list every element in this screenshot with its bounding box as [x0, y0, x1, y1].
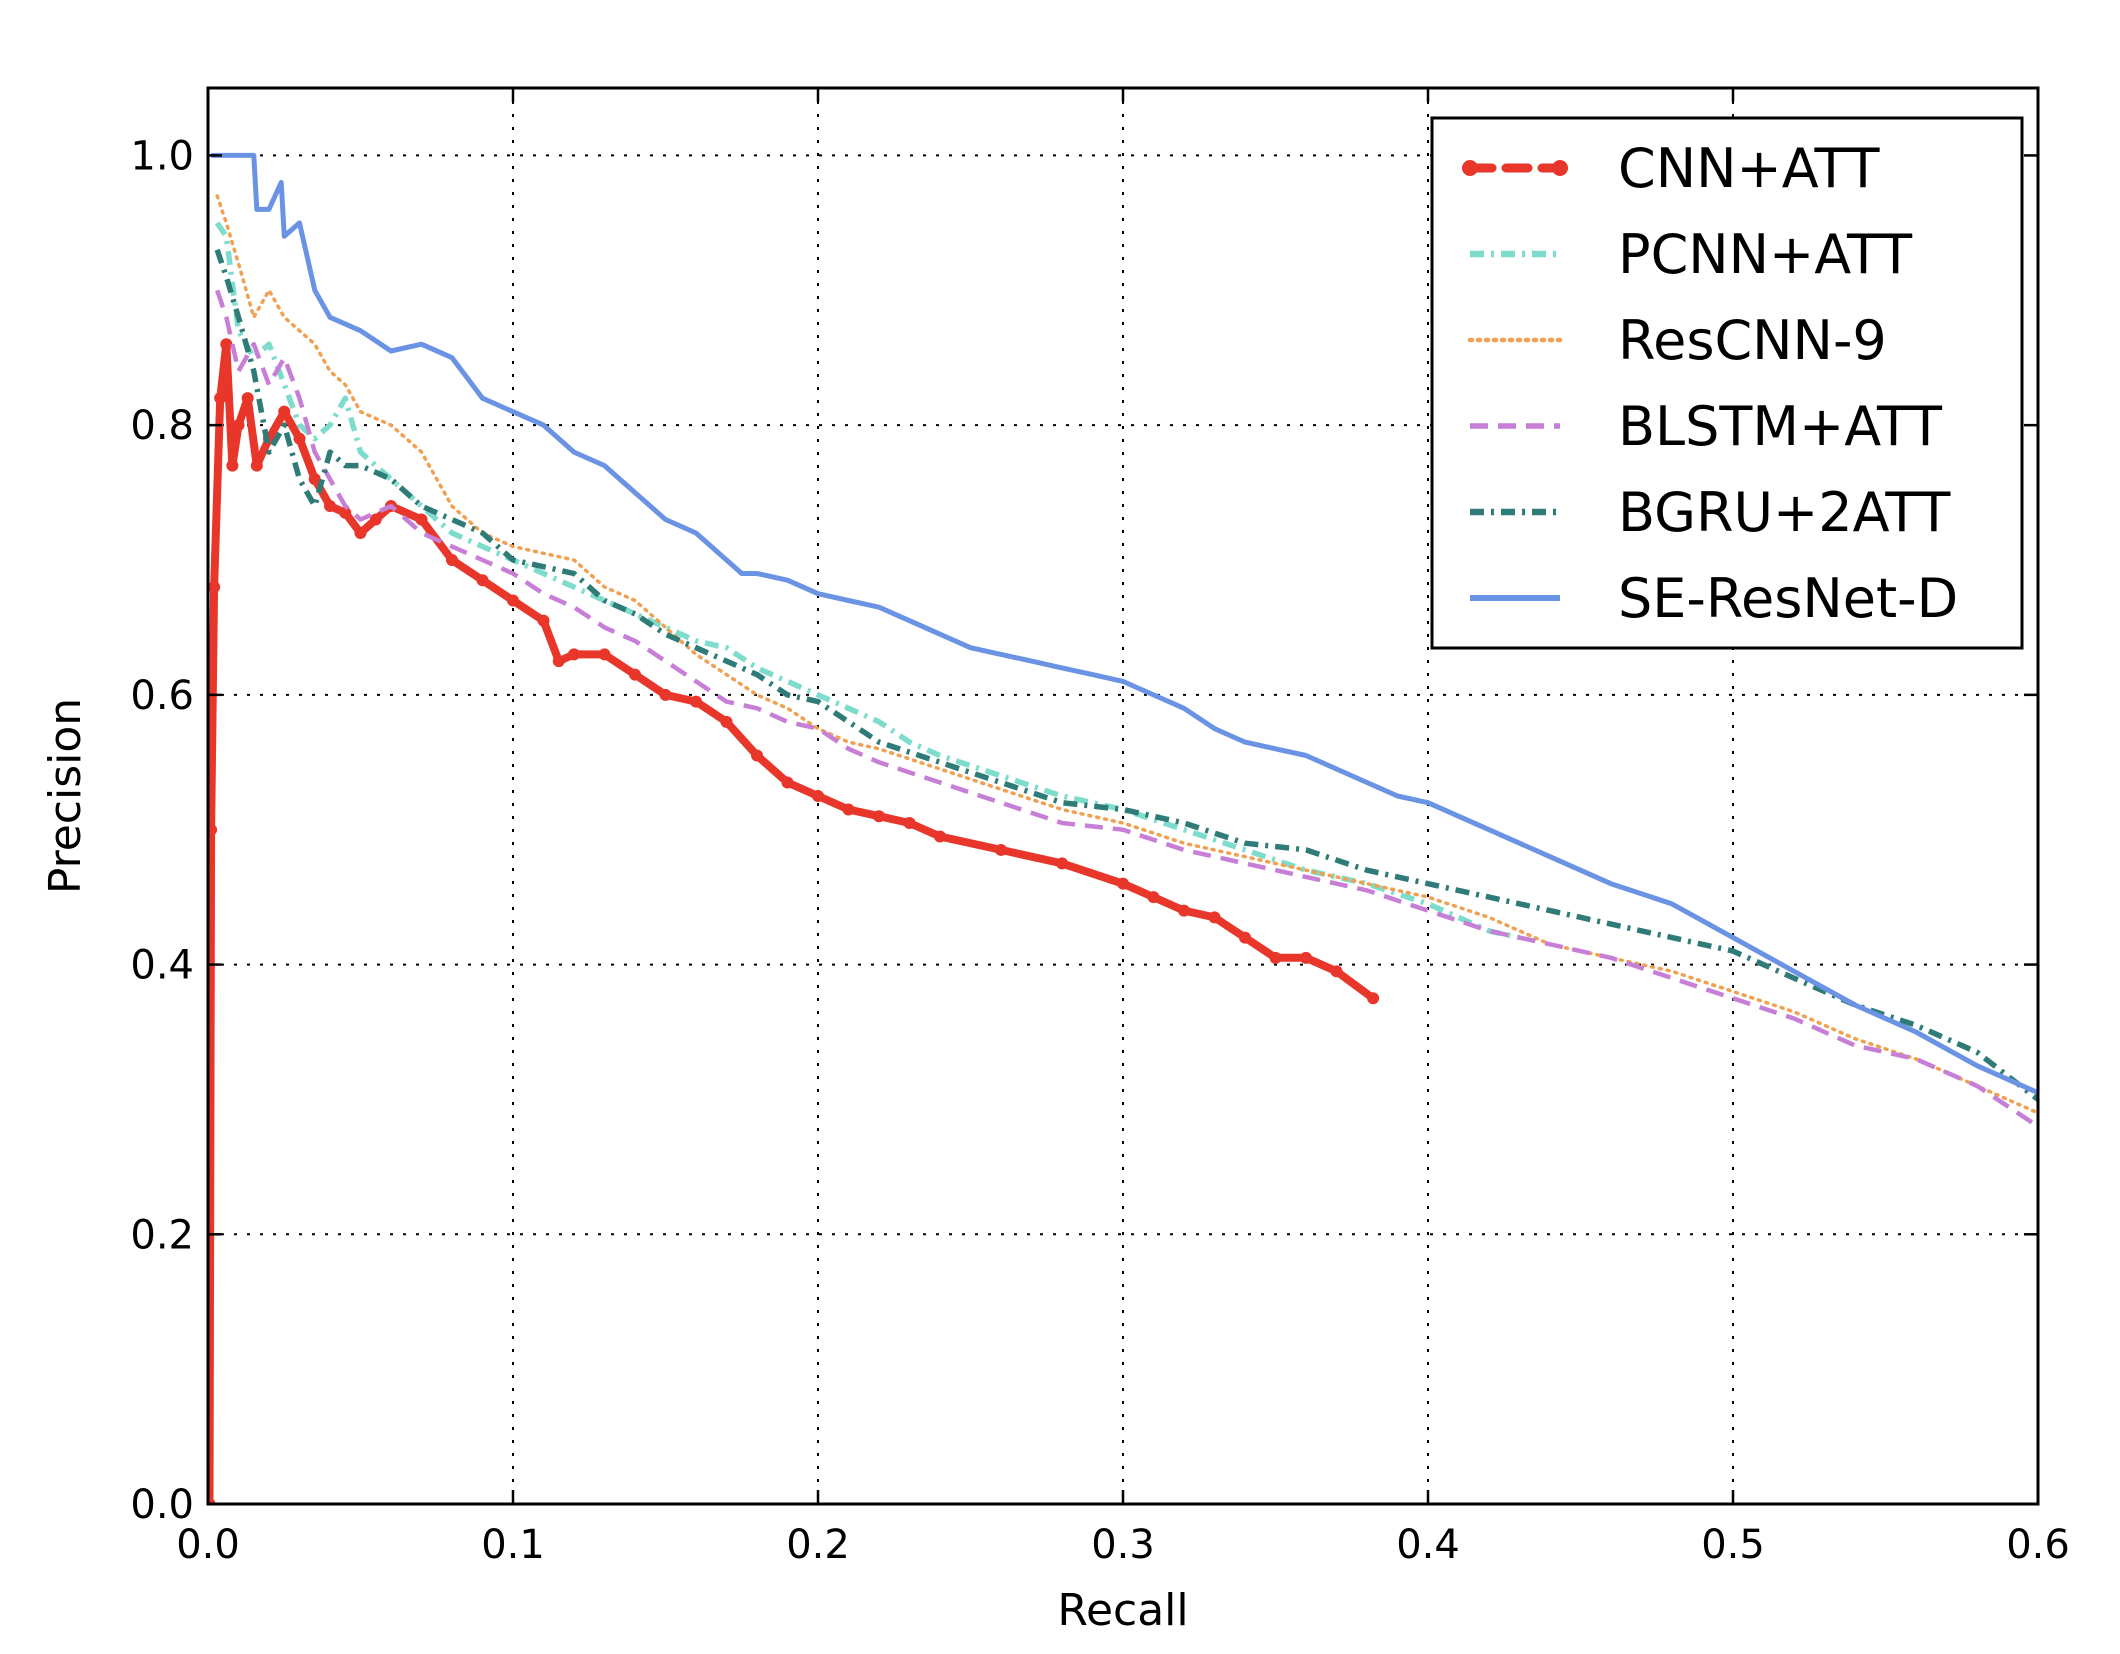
series-point: [1056, 857, 1068, 870]
series-line-se-resnet-d: [211, 152, 2038, 1095]
series-point: [446, 554, 458, 566]
y-tick-label: 0.4: [130, 943, 194, 989]
y-tick-label: 0.8: [130, 403, 194, 449]
series-point: [507, 594, 519, 607]
series-point: [232, 419, 245, 432]
series-point: [537, 614, 550, 627]
series-point: [250, 459, 263, 472]
series-point: [278, 405, 291, 418]
x-tick-label: 0.1: [481, 1522, 545, 1568]
series-point: [339, 506, 352, 519]
series-point: [208, 580, 221, 593]
x-axis-label: Recall: [1057, 1585, 1188, 1636]
legend-marker: [1552, 160, 1568, 176]
series-point: [720, 715, 733, 728]
y-tick-label: 0.2: [130, 1212, 194, 1258]
series-point: [629, 668, 641, 681]
x-tick-label: 0.6: [2006, 1522, 2070, 1568]
series-point: [1208, 911, 1221, 924]
series-point: [934, 830, 946, 843]
series-point: [415, 513, 428, 526]
x-tick-label: 0.4: [1396, 1522, 1460, 1568]
series-point: [1178, 904, 1190, 917]
x-tick-label: 0.2: [786, 1522, 850, 1568]
y-tick-label: 0.6: [130, 673, 194, 719]
series-point: [220, 338, 233, 351]
legend-label: ResCNN-9: [1618, 309, 1887, 372]
series-point: [1367, 992, 1380, 1005]
series-point: [568, 648, 580, 661]
series-point: [1239, 931, 1251, 944]
legend-label: CNN+ATT: [1618, 137, 1881, 200]
series-point: [842, 803, 855, 816]
legend-label: BGRU+2ATT: [1618, 481, 1951, 544]
x-tick-label: 0.3: [1091, 1522, 1155, 1568]
series-point: [598, 648, 611, 661]
legend-box: [1430, 116, 2024, 650]
series-point: [659, 688, 672, 701]
series-point: [226, 459, 239, 472]
series-point: [476, 574, 489, 587]
series-line-rescnn-9: [215, 194, 2038, 1115]
series-point: [1117, 877, 1129, 890]
series-point: [873, 810, 885, 823]
tick-labels: 0.0 0.1 0.2 0.3 0.4 0.5 0.6 0.0 0.2 0.4 0.6 0.8 1.0: [130, 133, 2069, 1568]
series-line-bgru-2att: [214, 248, 2038, 1102]
x-tick-label: 0.0: [176, 1522, 240, 1568]
y-tick-label: 1.0: [130, 133, 194, 179]
y-axis-label: Precision: [40, 698, 91, 894]
legend-label: SE-ResNet-D: [1618, 567, 1958, 630]
series-point: [552, 655, 565, 668]
series-point: [1147, 891, 1160, 904]
x-tick-label: 0.5: [1701, 1522, 1765, 1568]
series-point: [208, 823, 218, 836]
series-point: [324, 500, 336, 513]
series-point: [1330, 965, 1343, 978]
series-point: [369, 513, 382, 526]
series-point: [241, 392, 254, 405]
series-point: [995, 843, 1007, 856]
series-layer: [208, 152, 2038, 1504]
y-tick-label: 0.0: [130, 1482, 194, 1528]
legend-label: BLSTM+ATT: [1618, 395, 1943, 458]
series-point: [354, 527, 367, 540]
legend-label: PCNN+ATT: [1618, 223, 1913, 286]
legend-marker: [1462, 160, 1478, 176]
ticks: [206, 88, 2040, 1506]
series-point: [781, 776, 794, 789]
series-point: [812, 790, 824, 802]
series-point: [1269, 951, 1282, 964]
series-point: [293, 432, 306, 445]
series-point: [751, 749, 763, 762]
series-point: [214, 392, 227, 405]
series-point: [690, 695, 702, 708]
series-point: [308, 473, 321, 486]
series-point: [1300, 951, 1312, 964]
legend: CNN+ATT PCNN+ATT ResCNN-9 BLSTM+ATT BGRU+2AT…: [1430, 116, 2024, 650]
series-point: [903, 816, 916, 829]
